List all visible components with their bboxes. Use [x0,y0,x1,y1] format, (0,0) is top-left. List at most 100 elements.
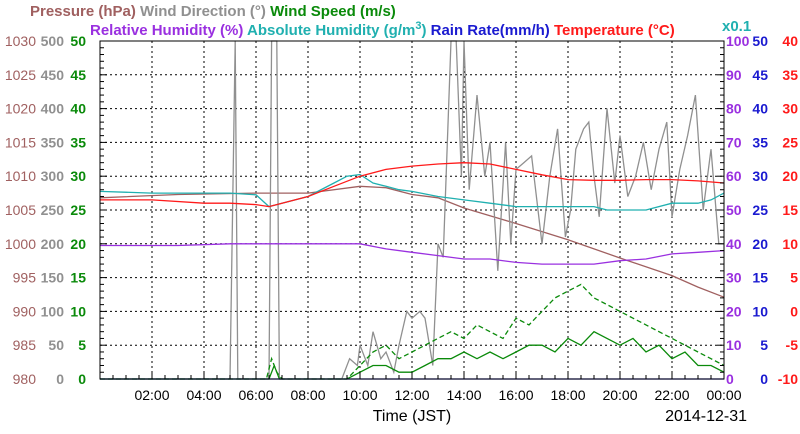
x-tick-label: 02:00 [134,387,169,403]
scale-note: x0.1 [722,18,751,35]
series-line [100,40,724,380]
y-tick-label-humidity: 90 [726,67,742,83]
y-tick-label-wind-direction: 100 [41,303,65,319]
y-tick-label-pressure: 985 [13,337,37,353]
tick-layer [100,47,724,379]
y-axes: 1030102510201015101010051000995990985980… [5,33,798,387]
y-tick-label-rain-rate: 10 [752,303,768,319]
y-tick-label-temperature: 25 [782,134,798,150]
x-axis-title: Time (JST) [373,408,452,425]
series-line [99,173,725,211]
y-tick-label-rain-rate: 45 [752,67,768,83]
y-tick-label-humidity: 0 [726,371,734,387]
series-line [99,185,725,298]
y-tick-label-wind-speed: 20 [70,236,86,252]
y-tick-label-wind-direction: 150 [41,270,65,286]
y-tick-label-humidity: 40 [726,236,742,252]
y-tick-label-rain-rate: 20 [752,236,768,252]
y-tick-label-rain-rate: 5 [760,337,768,353]
y-tick-label-wind-direction: 450 [41,67,65,83]
y-tick-label-temperature: 10 [782,236,798,252]
y-tick-label-pressure: 1030 [5,33,36,49]
y-tick-label-pressure: 995 [13,270,37,286]
y-tick-label-temperature: 30 [782,101,798,117]
x-tick-label: 08:00 [290,387,325,403]
x-tick-label: 22:00 [654,387,689,403]
y-tick-label-rain-rate: 0 [760,371,768,387]
plot-frame [99,40,725,380]
y-tick-label-wind-speed: 45 [70,67,86,83]
series-line [100,162,725,208]
y-tick-label-rain-rate: 35 [752,134,768,150]
x-tick-label: 10:00 [342,387,377,403]
legend-item: Wind Speed (m/s) [266,3,396,20]
y-tick-label-rain-rate: 15 [752,270,768,286]
y-tick-label-wind-direction: 50 [48,337,64,353]
y-tick-label-wind-speed: 25 [70,202,86,218]
y-tick-label-wind-speed: 30 [70,168,86,184]
y-tick-label-wind-speed: 15 [70,270,86,286]
y-tick-label-rain-rate: 30 [752,168,768,184]
series-line [100,330,725,380]
y-tick-label-wind-direction: 0 [56,371,64,387]
x-tick-label: 18:00 [550,387,585,403]
y-tick-label-wind-speed: 10 [70,303,86,319]
legend-item: Wind Direction (°) [136,3,266,20]
y-tick-label-rain-rate: 40 [752,101,768,117]
y-tick-label-pressure: 980 [13,371,37,387]
y-tick-label-wind-speed: 5 [78,337,86,353]
legend-item: Relative Humidity (%) [90,22,243,39]
y-tick-label-wind-speed: 40 [70,101,86,117]
y-tick-label-temperature: -10 [778,371,798,387]
x-tick-label: 20:00 [602,387,637,403]
legend-item: Pressure (hPa) [30,3,136,20]
x-axis: 02:00 04:00 06:00 08:00 10:00 12:00 14:00 16:00… [134,387,741,403]
legend-item: Rain Rate(mm/h) [426,22,549,39]
chart-date: 2014-12-31 [665,408,747,425]
y-tick-label-wind-direction: 300 [41,168,65,184]
y-tick-label-temperature: 35 [782,67,798,83]
y-tick-label-humidity: 60 [726,168,742,184]
y-tick-label-pressure: 1025 [5,67,36,83]
legend-item: Absolute Humidity (g/m [243,22,415,39]
legend-close: ) [421,22,426,39]
y-tick-label-humidity: 10 [726,337,742,353]
y-tick-label-humidity: 100 [726,33,750,49]
y-tick-label-temperature: 20 [782,168,798,184]
series-line [100,283,725,380]
x-tick-label: 12:00 [394,387,429,403]
x-tick-label: 14:00 [446,387,481,403]
y-tick-label-wind-speed: 35 [70,134,86,150]
y-tick-label-wind-direction: 500 [41,33,65,49]
legend-item: Temperature (°C) [550,22,675,39]
y-tick-label-pressure: 1015 [5,134,36,150]
y-tick-label-humidity: 70 [726,134,742,150]
y-tick-label-pressure: 1020 [5,101,36,117]
y-tick-label-wind-speed: 50 [70,33,86,49]
y-tick-label-temperature: 15 [782,202,798,218]
x-tick-label: 16:00 [498,387,533,403]
y-tick-label-temperature: 5 [790,270,798,286]
y-tick-label-humidity: 20 [726,303,742,319]
y-tick-label-humidity: 30 [726,270,742,286]
y-tick-label-temperature: -5 [786,337,799,353]
y-tick-label-wind-direction: 350 [41,134,65,150]
legend-row-2: Relative Humidity (%) Absolute Humidity … [90,20,675,39]
y-tick-label-pressure: 1000 [5,236,36,252]
x-tick-label: 00:00 [706,387,741,403]
x-tick-label: 06:00 [238,387,273,403]
legend-superscript: 3 [415,20,421,32]
x-tick-label: 04:00 [186,387,221,403]
y-tick-label-wind-direction: 400 [41,101,65,117]
y-tick-label-pressure: 990 [13,303,37,319]
y-tick-label-wind-direction: 250 [41,202,65,218]
legend-row-1: Pressure (hPa) Wind Direction (°) Wind S… [30,3,396,20]
series-line [100,243,725,265]
y-tick-label-temperature: 0 [790,303,798,319]
y-tick-label-rain-rate: 50 [752,33,768,49]
y-tick-label-humidity: 80 [726,101,742,117]
y-tick-label-rain-rate: 25 [752,202,768,218]
y-tick-label-wind-speed: 0 [78,371,86,387]
y-tick-label-pressure: 1010 [5,168,36,184]
